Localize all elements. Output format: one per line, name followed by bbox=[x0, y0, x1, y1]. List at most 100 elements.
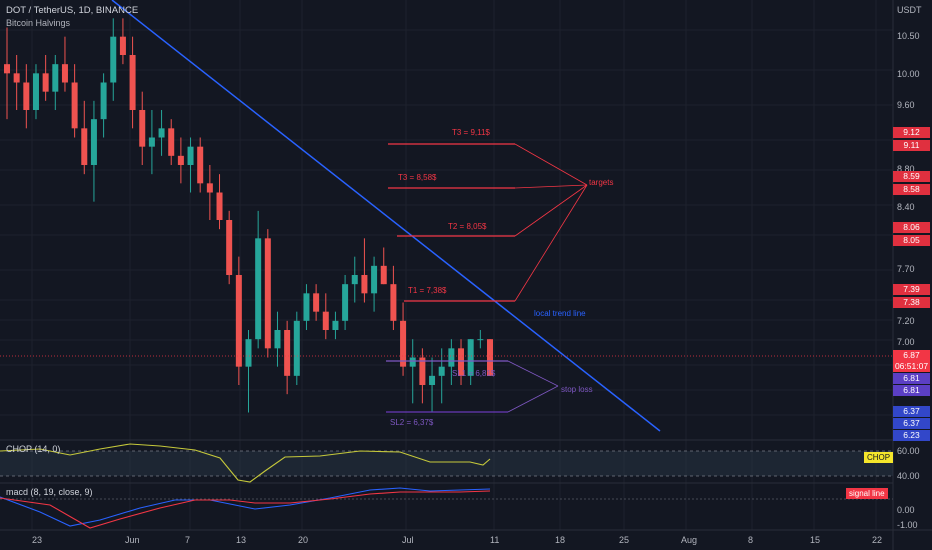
candle bbox=[32, 64, 39, 120]
candle bbox=[274, 311, 281, 367]
candle-body bbox=[90, 119, 97, 165]
macd-tick: 0.00 bbox=[897, 505, 915, 515]
candle bbox=[23, 64, 30, 129]
price-tag: 6.87 bbox=[893, 350, 930, 361]
stop-loss-label-sl1[interactable]: SL1 = 6,81$ bbox=[452, 369, 496, 378]
target-label-t1[interactable]: T1 = 7,38$ bbox=[408, 286, 447, 295]
price-tag: 9.11 bbox=[893, 140, 930, 151]
candle-body bbox=[32, 73, 39, 110]
candle bbox=[61, 36, 68, 92]
symbol-title[interactable]: DOT / TetherUS, 1D, BINANCE bbox=[6, 5, 139, 16]
candle bbox=[284, 320, 291, 395]
stop-loss-label-sl2[interactable]: SL2 = 6,37$ bbox=[390, 418, 434, 427]
candle bbox=[129, 36, 136, 129]
candle bbox=[100, 73, 107, 138]
macd-indicator-label[interactable]: macd (8, 19, close, 9) bbox=[6, 487, 93, 497]
candle bbox=[477, 330, 484, 349]
target-label-t3a[interactable]: T3 = 9,11$ bbox=[452, 128, 490, 137]
candle bbox=[168, 119, 175, 165]
trend-line-label[interactable]: local trend line bbox=[534, 309, 586, 318]
candle-body bbox=[264, 238, 271, 349]
candle-body bbox=[216, 192, 223, 220]
candle bbox=[139, 91, 146, 165]
price-tag: 6.23 bbox=[893, 430, 930, 441]
candle bbox=[438, 348, 445, 404]
price-tag: 8.05 bbox=[893, 235, 930, 246]
candle-body bbox=[303, 293, 310, 321]
macd-line bbox=[0, 487, 491, 527]
price-tick: 8.80 bbox=[897, 164, 915, 174]
candle bbox=[158, 110, 165, 156]
candle-body bbox=[148, 137, 155, 147]
price-tag: 9.12 bbox=[893, 127, 930, 138]
price-tag: 6.37 bbox=[893, 418, 930, 429]
candle-body bbox=[438, 366, 445, 376]
candle bbox=[187, 137, 194, 193]
candle-body bbox=[197, 146, 204, 184]
candle-body bbox=[313, 293, 320, 312]
candle bbox=[216, 174, 223, 230]
candle bbox=[4, 27, 10, 120]
candle bbox=[467, 339, 474, 385]
macd-pane[interactable] bbox=[0, 487, 893, 529]
candle bbox=[400, 302, 407, 376]
chop-pane[interactable] bbox=[0, 443, 893, 483]
chop-tick: 60.00 bbox=[897, 446, 920, 456]
time-tick: 20 bbox=[298, 535, 309, 545]
candle-body bbox=[235, 275, 242, 367]
stop-loss-label[interactable]: stop loss bbox=[561, 385, 593, 394]
candle-body bbox=[322, 311, 329, 330]
time-tick: Jun bbox=[125, 535, 140, 545]
price-tag: 06:51:07 bbox=[893, 361, 930, 372]
time-tick: 13 bbox=[236, 535, 247, 545]
target-label-t2[interactable]: T2 = 8,05$ bbox=[448, 222, 487, 231]
targets-label[interactable]: targets bbox=[589, 178, 614, 187]
stop-loss-arrows bbox=[507, 360, 559, 413]
candle bbox=[487, 339, 493, 376]
price-tick: 7.00 bbox=[897, 337, 915, 347]
chop-line bbox=[0, 443, 491, 483]
target-label-t3b[interactable]: T3 = 8,58$ bbox=[398, 173, 437, 182]
candle bbox=[390, 265, 397, 330]
candle-body bbox=[419, 357, 426, 385]
candle-body bbox=[42, 73, 49, 92]
candle-body bbox=[81, 128, 88, 165]
candle bbox=[332, 311, 339, 340]
chop-band bbox=[0, 451, 893, 476]
candle bbox=[361, 238, 368, 303]
candle-body bbox=[429, 375, 436, 385]
candle-body bbox=[477, 339, 484, 341]
candle-body bbox=[332, 320, 339, 330]
study-label[interactable]: Bitcoin Halvings bbox=[6, 18, 71, 28]
candle-body bbox=[129, 55, 136, 110]
candle-body bbox=[226, 220, 233, 275]
target-arrows bbox=[514, 143, 588, 302]
price-tag: 8.59 bbox=[893, 171, 930, 182]
time-tick: 22 bbox=[872, 535, 883, 545]
candle bbox=[429, 357, 436, 413]
time-tick: 7 bbox=[185, 535, 191, 545]
grid-lines bbox=[0, 0, 893, 530]
chop-tag: CHOP bbox=[864, 452, 894, 463]
time-tick: 23 bbox=[32, 535, 43, 545]
candle bbox=[371, 256, 378, 312]
candle bbox=[351, 256, 358, 303]
candle bbox=[245, 330, 252, 413]
price-axis-currency: USDT bbox=[897, 5, 922, 15]
candle bbox=[13, 55, 20, 110]
local-trend-line[interactable] bbox=[111, 0, 661, 432]
chop-indicator-label[interactable]: CHOP (14, 0) bbox=[6, 444, 61, 454]
candle-body bbox=[448, 348, 455, 367]
candlestick-series bbox=[4, 18, 493, 413]
time-tick: Jul bbox=[402, 535, 414, 545]
price-tick: 10.00 bbox=[897, 69, 920, 79]
candle bbox=[206, 165, 213, 220]
price-tick: 9.60 bbox=[897, 100, 915, 110]
signal-line bbox=[0, 490, 491, 529]
macd-tick: -1.00 bbox=[897, 520, 918, 530]
price-tag: 6.81 bbox=[893, 373, 930, 384]
candle bbox=[42, 55, 49, 101]
candle bbox=[71, 64, 78, 138]
candle-body bbox=[409, 357, 416, 367]
